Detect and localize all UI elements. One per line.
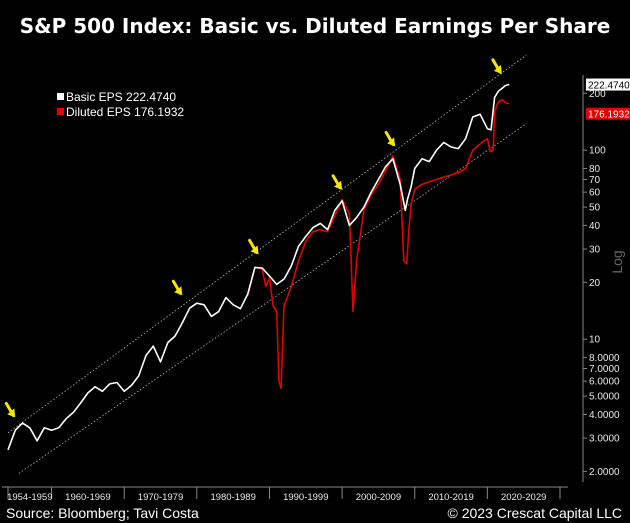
series-line-diluted-eps (246, 98, 510, 390)
y-tick-label: 70 (589, 175, 601, 186)
y-tick-label: 6.0000 (589, 377, 620, 388)
y-tick-label: 20 (589, 278, 601, 289)
series-lines (7, 83, 510, 451)
copyright-note: © 2023 Crescat Capital LLC (447, 505, 622, 521)
peak-arrows (4, 58, 502, 418)
y-tick-label: 5.0000 (589, 392, 620, 403)
y-tick-label: 30 (589, 245, 601, 256)
peak-arrow-icon (384, 130, 396, 147)
source-note: Source: Bloomberg; Tavi Costa (6, 505, 199, 521)
y-axis-label: Log (609, 250, 625, 273)
x-tick-label: 2010-2019 (428, 492, 473, 503)
x-tick-label: 1990-1999 (283, 492, 328, 503)
arrow-head (250, 245, 259, 255)
arrow-head (387, 137, 396, 147)
y-tick-label: 40 (589, 221, 601, 232)
y-tick-label: 200 (589, 89, 606, 100)
chart-title: S&P 500 Index: Basic vs. Diluted Earning… (19, 14, 611, 38)
legend-swatch-basic (57, 93, 64, 100)
x-axis: 1954-1959 1960-1969 1970-1979 1980-1989 1990… (2, 486, 568, 503)
y-tick-label: 7.0000 (589, 364, 620, 375)
x-tick-label: 1960-1969 (65, 492, 110, 503)
peak-arrow-icon (491, 58, 502, 74)
y-tick-label: 4.0000 (589, 410, 620, 421)
arrow-head (493, 64, 502, 74)
arrow-head (334, 180, 343, 190)
last-value-badge-diluted (586, 107, 630, 120)
last-value-badge-basic (586, 78, 630, 91)
y-tick-label: 3.0000 (589, 434, 620, 445)
legend-swatch-diluted (57, 108, 64, 115)
y-tick-label: 100 (589, 146, 606, 157)
peak-arrow-icon (248, 238, 259, 255)
peak-arrow-icon (171, 279, 183, 296)
y-tick-label: 10 (589, 335, 601, 346)
x-tick-label: 1954-1959 (7, 492, 52, 503)
last-value-text-diluted: 176.1932 (588, 110, 630, 121)
last-value-text-basic: 222.4740 (588, 81, 630, 92)
x-tick-label: 1970-1979 (138, 492, 183, 503)
series-line-basic-eps (7, 83, 510, 451)
arrow-head (7, 408, 16, 418)
y-tick-label: 8.0000 (589, 353, 620, 364)
y-axis: 2.0000 3.0000 4.0000 5.0000 6.0000 7.00008.00… (582, 75, 625, 482)
y-tick-label: 60 (589, 188, 601, 199)
arrow-head (174, 286, 183, 296)
peak-arrow-icon (4, 401, 16, 418)
y-tick-label: 2.0000 (589, 467, 620, 478)
x-tick-label: 1980-1989 (210, 492, 255, 503)
y-tick-label: 50 (589, 203, 601, 214)
y-tick-label: 80 (589, 164, 601, 175)
x-tick-label: 2000-2009 (356, 492, 401, 503)
legend-label-diluted: Diluted EPS 176.1932 (66, 105, 184, 119)
peak-arrow-icon (331, 174, 343, 190)
last-value-labels: 222.4740 176.1932 (586, 78, 630, 121)
x-tick-label: 2020-2029 (501, 492, 546, 503)
legend-label-basic: Basic EPS 222.4740 (66, 90, 176, 104)
